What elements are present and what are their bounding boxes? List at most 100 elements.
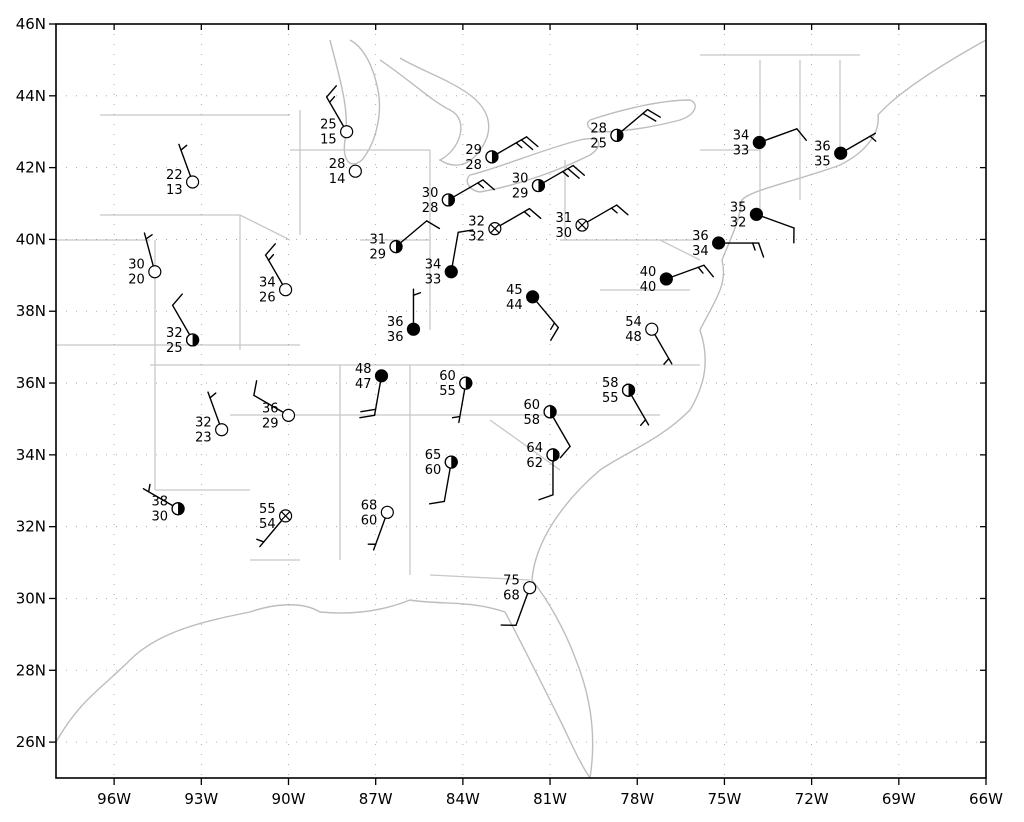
station-temperature: 75 (503, 574, 520, 589)
station-temperature: 34 (425, 258, 442, 273)
wind-barb (620, 108, 662, 133)
station-dewpoint: 35 (814, 154, 831, 169)
station-temperature: 36 (387, 315, 404, 330)
station-dewpoint: 15 (320, 133, 337, 148)
wind-barb (630, 394, 650, 426)
sky-cover-overcast (712, 236, 726, 250)
map-frame (55, 23, 987, 779)
lat-tick-label-6: 34N (16, 446, 46, 464)
wind-barb (178, 143, 192, 178)
station-temperature: 32 (195, 416, 212, 431)
lake-ontario (586, 99, 696, 133)
sky-cover-half (389, 240, 403, 254)
state-boundaries (56, 54, 860, 581)
station-dewpoint: 60 (361, 513, 378, 528)
lon-tick-label-8: 72W (795, 790, 829, 808)
wind-barb (723, 242, 765, 258)
station-temperature: 31 (369, 233, 386, 248)
sky-cover-missing (488, 222, 502, 236)
station-dewpoint: 68 (503, 589, 520, 604)
station-dewpoint: 44 (506, 298, 523, 313)
station-temperature: 38 (152, 495, 169, 510)
wind-barb (499, 207, 542, 227)
station-temperature: 31 (555, 211, 572, 226)
wind-barb (412, 288, 422, 324)
lat-tick-label-4: 38N (16, 302, 46, 320)
station-temperature: 29 (465, 143, 482, 158)
sky-cover-half (459, 376, 473, 390)
lake-michigan (329, 39, 381, 165)
station-dewpoint: 34 (692, 244, 709, 259)
lon-tick-label-3: 87W (359, 790, 393, 808)
sky-cover-clear (278, 283, 293, 297)
station-dewpoint: 62 (526, 456, 543, 471)
wind-barb (451, 229, 474, 267)
station-temperature: 25 (320, 118, 337, 133)
station-temperature: 30 (422, 186, 439, 201)
sky-cover-overcast (374, 369, 389, 383)
lon-tick-label-0: 96W (97, 790, 131, 808)
lat-tick-label-0: 46N (16, 15, 46, 33)
lon-tick-label-10: 66W (969, 790, 1003, 808)
lat-tick-label-2: 42N (16, 159, 46, 177)
sky-cover-half (610, 128, 624, 142)
wind-barb (542, 164, 586, 184)
station-temperature: 34 (733, 128, 750, 143)
station-dewpoint: 28 (422, 201, 439, 216)
station-dewpoint: 20 (128, 273, 145, 288)
sky-cover-clear (215, 423, 229, 437)
lat-tick-label-1: 44N (16, 87, 46, 105)
wind-barb (586, 204, 629, 223)
sky-cover-clear (148, 265, 162, 279)
sky-cover-half (485, 150, 499, 164)
lat-tick-label-7: 32N (16, 518, 46, 536)
sky-cover-half (185, 333, 200, 347)
map-outlines (55, 39, 987, 779)
station-dewpoint: 36 (387, 330, 404, 345)
station-temperature: 22 (166, 168, 183, 183)
station-dewpoint: 32 (730, 215, 747, 230)
station-dewpoint: 33 (733, 143, 750, 158)
station-dewpoint: 48 (625, 330, 642, 345)
sky-cover-clear (185, 175, 200, 189)
station-temperature: 68 (361, 498, 378, 513)
station-dewpoint: 13 (166, 183, 183, 198)
wind-barb (359, 381, 382, 419)
station-dewpoint: 40 (640, 280, 657, 295)
station-temperature: 60 (524, 398, 541, 413)
station-temperature: 28 (590, 121, 607, 136)
sky-cover-half (444, 455, 458, 469)
wind-barb (654, 333, 673, 365)
wind-barb (451, 388, 466, 424)
map-background (56, 24, 986, 778)
sky-cover-half (531, 178, 546, 193)
sky-cover-half (621, 383, 636, 397)
wind-barb (428, 467, 451, 505)
sky-cover-clear (380, 505, 394, 519)
station-dewpoint: 32 (468, 230, 485, 245)
sky-cover-overcast (834, 146, 848, 160)
wind-barb (764, 128, 807, 142)
lat-tick-label-10: 26N (16, 733, 46, 751)
station-dewpoint: 29 (512, 187, 529, 202)
wind-barb (500, 592, 529, 626)
wind-barb (552, 416, 571, 459)
wind-barb (452, 179, 495, 198)
wind-barb (207, 391, 221, 425)
